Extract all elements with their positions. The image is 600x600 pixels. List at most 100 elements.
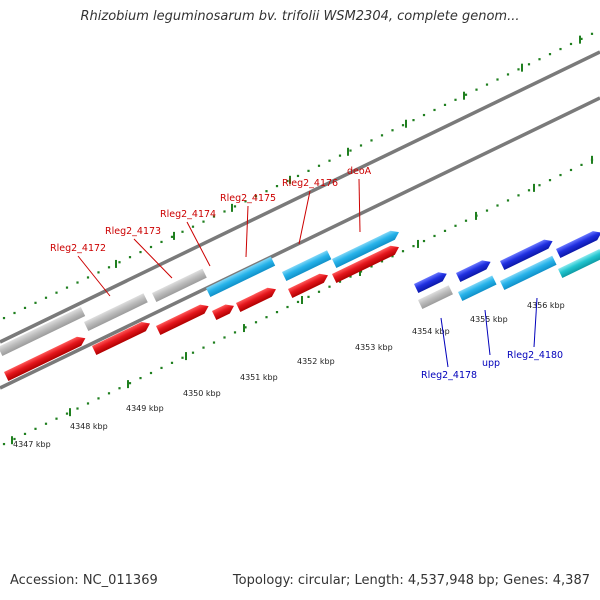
cds-red [92, 322, 150, 356]
gene-grey-shape [84, 293, 148, 332]
scale-label: 4349 kbp [126, 404, 164, 413]
gene-darkblue-shape [500, 239, 553, 271]
scale-dot [349, 275, 352, 278]
leader-line [133, 238, 173, 279]
scale-dot [286, 305, 289, 309]
scale-label: 4348 kbp [70, 422, 108, 431]
scale-dot [569, 42, 573, 46]
scale-label: 4356 kbp [527, 301, 565, 310]
cds-red-shape [332, 245, 399, 284]
scale-dot [443, 229, 447, 232]
scale-dot [160, 366, 163, 370]
gene-grey [0, 306, 86, 357]
scale-dot [538, 58, 541, 61]
scale-dot [212, 341, 216, 344]
scale-dot [265, 190, 268, 193]
scale-dot [391, 255, 394, 258]
scale-dot [496, 78, 499, 81]
gene-lightblue [282, 250, 332, 282]
scale-dot [380, 260, 384, 263]
gene-label-upper: Rleg2_4174 [160, 209, 216, 220]
cds-red [156, 304, 209, 336]
scale-dot [223, 210, 226, 213]
scale-dot [107, 266, 111, 269]
gene-cyan [558, 248, 600, 279]
cds-red-shape [236, 287, 276, 313]
scale-dot [454, 224, 457, 227]
scale-dot [86, 402, 90, 405]
scale-dot [527, 189, 531, 192]
scale-dot [2, 316, 6, 320]
scale-dot [244, 326, 247, 329]
gene-label-upper: Rleg2_4175 [220, 193, 276, 204]
scale-dot [181, 356, 184, 359]
gene-grey-shape [418, 285, 453, 310]
gene-grey-shape [152, 268, 207, 303]
scale-dot [202, 346, 205, 349]
scale-label: 4350 kbp [183, 389, 221, 398]
gene-darkblue-shape [414, 272, 447, 294]
scale-dot [317, 164, 321, 167]
scale-dot [286, 179, 289, 183]
scale-dot [76, 407, 79, 410]
scale-dot [65, 286, 69, 289]
gene-label-upper: Rleg2_4173 [105, 226, 161, 237]
leader-line [245, 205, 249, 258]
gene-label-lower: upp [482, 358, 500, 369]
scale-dot [485, 209, 489, 212]
scale-dot [527, 63, 531, 66]
scale-dot [149, 371, 153, 375]
gene-lightblue [458, 275, 497, 302]
scale-dot [202, 220, 205, 223]
gene-lightblue-shape [206, 256, 276, 298]
gene-grey [418, 285, 453, 310]
scale-dot [464, 219, 468, 222]
gene-lightblue-shape [499, 255, 557, 291]
scale-dot [328, 285, 331, 288]
scale-dot [559, 47, 562, 51]
cds-red [288, 273, 328, 299]
scale-dot [517, 68, 520, 71]
scale-dot [139, 376, 142, 380]
scale-dot [317, 290, 321, 293]
scale-dot [401, 124, 405, 127]
scale-dot [118, 261, 121, 264]
leader-line [186, 221, 211, 267]
cds-red-shape [92, 322, 150, 356]
scale-label: 4355 kbp [470, 315, 508, 324]
scale-dot [580, 163, 583, 167]
scale-dot [34, 427, 37, 430]
cds-red [236, 287, 276, 313]
gene-lightblue [499, 255, 557, 291]
scale-dot [23, 306, 27, 310]
scale-dot [391, 129, 394, 132]
scale-dot [265, 316, 268, 319]
scale-dot [580, 37, 583, 41]
scale-dot [370, 139, 373, 142]
scale-dot [233, 205, 237, 208]
gene-lightblue-shape [458, 275, 497, 302]
gene-cyan-shape [558, 248, 600, 279]
scale-label: 4351 kbp [240, 373, 278, 382]
scale-label: 4352 kbp [297, 357, 335, 366]
scale-dot [433, 108, 436, 112]
scale-dot [44, 422, 48, 425]
scale-dot [548, 179, 552, 182]
scale-dot [76, 281, 79, 284]
gene-lightblue-shape [282, 250, 332, 282]
scale-dot [23, 432, 27, 436]
scale-dot [55, 417, 58, 420]
scale-dot [506, 73, 510, 76]
leader-line [440, 317, 449, 368]
leader-line [484, 309, 491, 356]
gene-grey-shape [0, 306, 86, 357]
scale-dot [412, 119, 415, 122]
scale-dot [454, 98, 457, 101]
gene-darkblue [556, 231, 600, 259]
gene-lightblue [332, 230, 399, 269]
gene-label-lower: Rleg2_4178 [421, 370, 477, 381]
genome-title: Rhizobium leguminosarum bv. trifolii WSM… [80, 9, 520, 24]
scale-dot [223, 336, 226, 339]
gene-grey [84, 293, 148, 332]
